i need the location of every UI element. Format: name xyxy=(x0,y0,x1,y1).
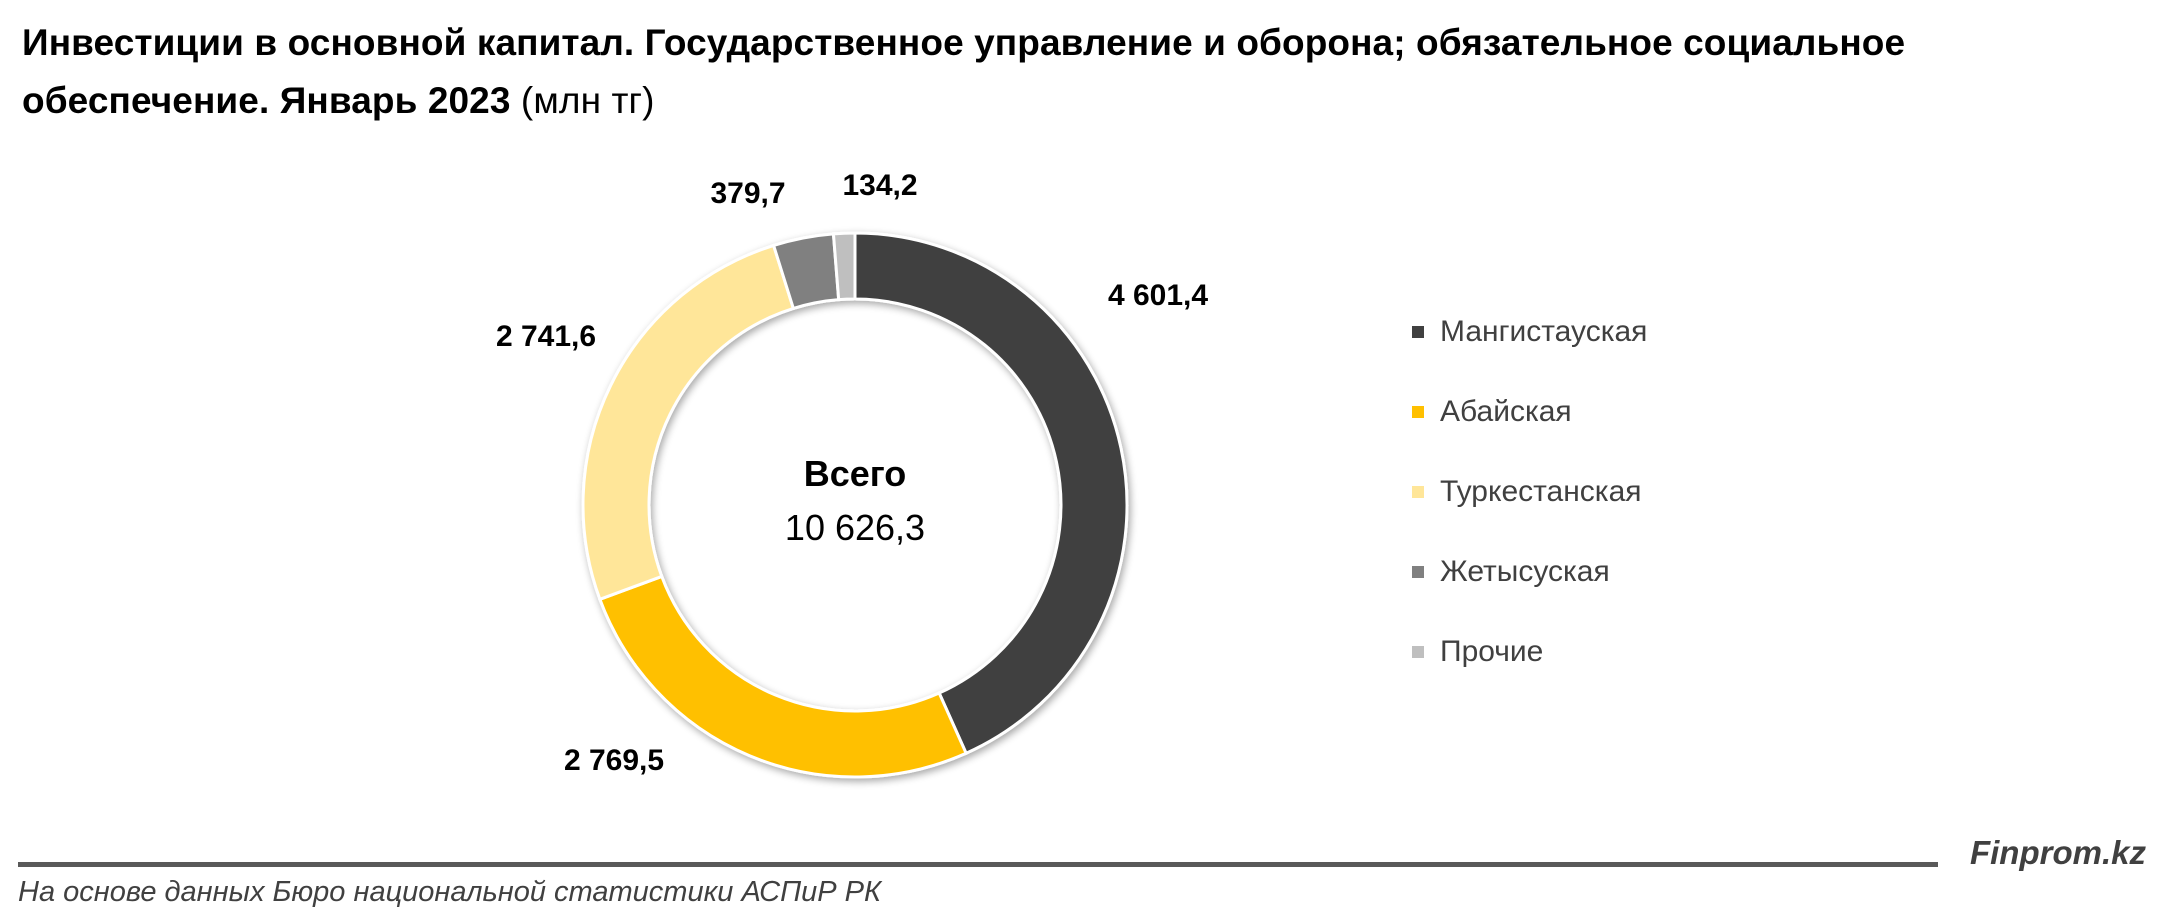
donut-data-labels: 4 601,4 2 769,5 2 741,6 379,7 134,2 xyxy=(496,169,1208,777)
source-note: На основе данных Бюро национальной стати… xyxy=(18,876,882,908)
center-total-value: 10 626,3 xyxy=(785,507,925,548)
donut-slice-turkestan xyxy=(581,243,796,602)
data-label-turkestan: 2 741,6 xyxy=(496,320,596,353)
chart-title-main: Инвестиции в основной капитал. Государст… xyxy=(22,22,1906,121)
data-label-other: 134,2 xyxy=(842,169,917,202)
data-label-abai: 2 769,5 xyxy=(564,744,664,777)
legend-label-mangistau: Мангистауская xyxy=(1440,315,1648,348)
legend-item-abai: Абайская xyxy=(1412,372,1647,452)
legend-label-other: Прочие xyxy=(1440,635,1544,668)
legend-item-mangistau: Мангистауская xyxy=(1412,292,1647,372)
donut-slice-mangistau xyxy=(853,231,1129,756)
legend-label-zhetysu: Жетысуская xyxy=(1440,555,1610,588)
legend-swatch-zhetysu xyxy=(1412,566,1424,578)
legend-swatch-other xyxy=(1412,646,1424,658)
donut-slices xyxy=(581,231,1129,779)
legend-swatch-mangistau xyxy=(1412,326,1424,338)
donut-slice-other xyxy=(831,231,857,302)
data-label-mangistau: 4 601,4 xyxy=(1108,279,1208,312)
legend-item-turkestan: Туркестанская xyxy=(1412,452,1647,532)
footer-divider xyxy=(18,862,1938,867)
legend-swatch-abai xyxy=(1412,406,1424,418)
legend-label-abai: Абайская xyxy=(1440,395,1572,428)
legend: Мангистауская Абайская Туркестанская Жетысу… xyxy=(1412,292,1647,692)
legend-item-zhetysu: Жетысуская xyxy=(1412,532,1647,612)
data-label-zhetysu: 379,7 xyxy=(710,177,785,210)
brand-logo-text: Finprom.kz xyxy=(1969,834,2146,871)
legend-swatch-turkestan xyxy=(1412,486,1424,498)
legend-item-other: Прочие xyxy=(1412,612,1647,692)
center-total-label: Всего xyxy=(804,453,907,494)
chart-title-unit: (млн тг) xyxy=(520,80,655,121)
chart-title: Инвестиции в основной капитал. Государст… xyxy=(22,14,2122,130)
legend-label-turkestan: Туркестанская xyxy=(1440,475,1642,508)
